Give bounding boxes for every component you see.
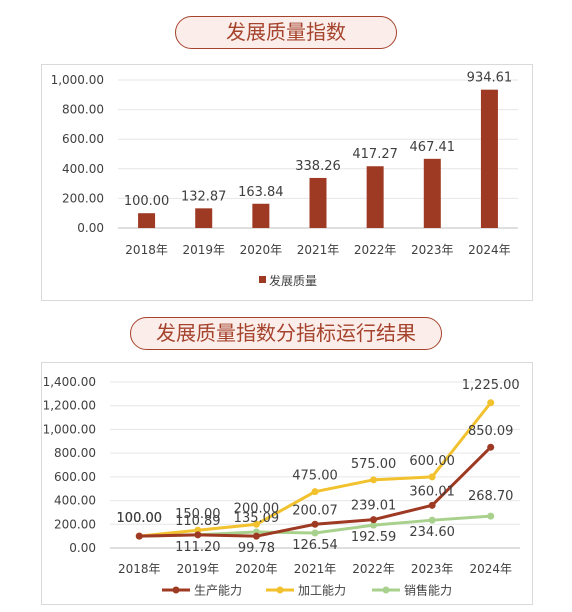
bar-data-label: 100.00 [124,194,170,209]
bar-data-label: 163.84 [238,185,284,200]
y-tick-label: 0.00 [69,541,96,555]
data-point [252,520,260,528]
line-data-label: 100.00 [117,511,163,526]
x-tick-label: 2023年 [411,243,454,257]
y-tick-label: 0.00 [77,221,104,235]
bar-data-label: 467.41 [410,140,456,155]
line-data-label: 239.01 [351,499,397,514]
legend-swatch-development-quality [259,276,266,283]
line-data-label: 192.59 [351,530,397,545]
line-data-label: 150.00 [175,507,221,522]
y-tick-label: 600.00 [62,132,104,146]
data-point [487,512,495,520]
data-point [370,516,378,524]
x-tick-label: 2020年 [240,243,283,257]
line-data-label: 111.20 [175,540,221,555]
legend-sales-label: 销售能力 [404,583,452,598]
data-point [252,532,260,540]
x-tick-label: 2018年 [125,243,168,257]
data-point [135,532,143,540]
bar [423,158,441,228]
y-tick-label: 200.00 [54,517,96,531]
data-point [311,488,319,496]
legend-processing-label: 加工能力 [298,584,346,598]
x-tick-label: 2021年 [297,243,340,257]
legend-sales-marker [382,586,390,594]
legend-production-label: 生产能力 [194,584,242,598]
bar [195,208,213,228]
data-point [487,443,495,451]
bar [309,177,327,228]
x-tick-label: 2024年 [469,562,512,576]
line-data-label: 99.78 [238,541,275,556]
y-tick-label: 400.00 [54,494,96,508]
bar [252,203,270,228]
line-data-label: 135.09 [234,511,280,526]
line-data-label: 600.00 [409,454,455,469]
bar [138,213,156,228]
line-data-label: 360.01 [409,484,455,499]
y-tick-label: 1,000.00 [43,422,96,436]
data-point [311,529,319,537]
data-point [428,501,436,509]
data-point [428,516,436,524]
y-tick-label: 200.00 [62,191,104,205]
y-tick-label: 1,400.00 [43,375,96,389]
x-tick-label: 2023年 [411,562,454,576]
y-tick-label: 800.00 [54,446,96,460]
data-point [194,531,202,539]
line-data-label: 126.54 [292,538,338,553]
chart2-title: 发展质量指数分指标运行结果 [130,317,442,350]
bar-data-label: 934.61 [467,71,513,86]
y-tick-label: 1,000.00 [51,73,104,87]
line-data-label: 1,225.00 [462,378,520,393]
line-chart-panel [41,362,533,605]
legend-processing-marker [276,586,284,594]
line-data-label: 110.89 [175,514,221,529]
x-tick-label: 2019年 [182,243,225,257]
x-tick-label: 2022年 [354,243,397,257]
legend-production-marker [172,586,180,594]
data-point [311,520,319,528]
y-tick-label: 800.00 [62,103,104,117]
bar [480,89,498,228]
line-data-label: 100.00 [117,511,163,526]
bar-data-label: 132.87 [181,189,227,204]
x-tick-label: 2020年 [235,562,278,576]
line-data-label: 575.00 [351,457,397,472]
data-point [370,521,378,529]
x-tick-label: 2024年 [468,243,511,257]
x-tick-label: 2019年 [177,562,220,576]
line-data-label: 200.00 [234,501,280,516]
data-point [487,399,495,407]
line-data-label: 850.09 [468,424,514,439]
data-point [370,476,378,484]
line-data-label: 100.00 [117,511,163,526]
bar-chart: 0.00 200.00 400.00 600.00 800.00 1,000.00 100.… [51,71,518,288]
line-data-label: 268.70 [468,489,514,504]
y-tick-label: 400.00 [62,162,104,176]
line-data-label: 475.00 [292,469,338,484]
bar [366,166,384,228]
line-data-label: 200.07 [292,503,338,518]
y-tick-label: 600.00 [54,470,96,484]
legend-label-development-quality: 发展质量 [269,273,317,288]
line-data-label: 234.60 [409,525,455,540]
chart1-title: 发展质量指数 [175,16,397,49]
bar-data-label: 338.26 [295,159,341,174]
x-tick-label: 2018年 [118,562,161,576]
y-tick-label: 1,200.00 [43,399,96,413]
bar-chart-panel [41,64,533,301]
x-tick-label: 2021年 [294,562,337,576]
bar-data-label: 417.27 [352,147,398,162]
x-tick-label: 2022年 [352,562,395,576]
data-point [428,473,436,481]
